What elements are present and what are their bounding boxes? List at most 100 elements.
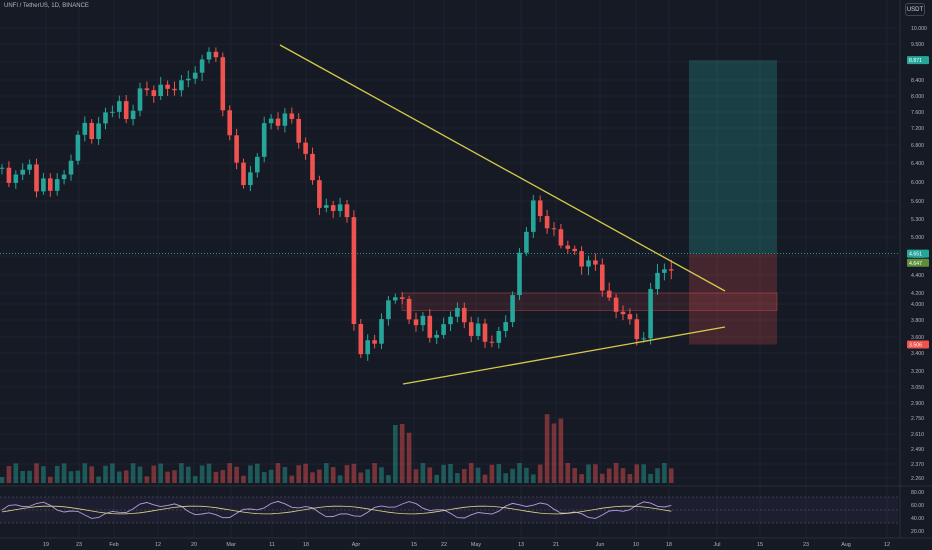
position-zones [0,60,898,345]
candle-body [179,80,184,91]
candle-body [537,200,543,217]
candle-body [75,134,81,161]
volume-bar [303,463,308,483]
candle-body [241,162,246,186]
time-tick-label: 12 [884,542,890,548]
volume-bar [606,468,612,483]
volume-bar [572,468,577,483]
candle-body [482,323,488,342]
candle-body [496,331,502,343]
price-tick-label: 8.400 [911,78,924,84]
symbol-title: UNFI / TetherUS, 1D, BINANCE [4,3,89,9]
candle-body [324,205,329,208]
volume-bar [192,476,198,483]
volume-bar [6,466,12,483]
volume-bar [137,466,143,483]
volume-bar [289,475,295,483]
grid-lines [0,0,898,538]
price-tick-label: 8.000 [911,94,924,100]
price-tag-label: 4.647 [909,261,922,267]
time-tick-label: 15 [757,542,763,548]
volume-bar [89,466,94,483]
candle-body [620,311,626,315]
volume-bar [558,418,564,483]
price-tick-label: 2.370 [911,462,924,468]
candle-body [627,314,633,320]
candle-body [186,78,191,81]
volume-bar [448,464,453,483]
candle-body [365,340,370,355]
candle-body [420,315,426,326]
time-tick-label: 15 [411,542,417,548]
candle-body [648,289,653,339]
volume-bar [517,463,522,483]
volume-bar [123,470,129,483]
candle-body [344,204,350,218]
candle-body [503,322,508,332]
volume-bar [48,476,53,483]
volume-bar [420,463,426,483]
candle-body [227,110,232,136]
volume-bar [434,474,439,483]
price-tag [907,258,929,267]
candle-body [379,319,384,344]
time-tick-label: 19 [43,542,49,548]
candle-body [606,290,612,298]
candle-body [34,164,39,192]
time-tick-label: 12 [155,542,161,548]
price-tick-label: 6.400 [911,161,924,167]
price-tick-label: 4.200 [911,291,924,297]
rsi-signal-line [1,505,672,515]
trendlines [279,44,726,385]
price-tick-label: 3.050 [911,385,924,391]
price-tick-label: 4.400 [911,273,924,279]
candle-body [641,338,646,340]
volume-bar [27,470,32,483]
volume-bar [275,463,281,483]
price-tick-label: 5.300 [911,217,924,223]
candle-body [89,122,94,140]
candle-body [13,174,19,183]
price-tag [907,56,929,65]
volume-bar [324,463,329,483]
candle-body [6,167,12,183]
candle-body [655,272,660,290]
candle-body [427,315,433,338]
candle-body [296,118,301,143]
time-tick-label: 21 [553,542,559,548]
candle-body [551,228,557,230]
volume-bar [20,471,25,483]
volume-bar [489,464,495,483]
currency-button[interactable]: USDT [905,3,925,16]
candle-body [20,169,25,175]
stop-zone [689,253,777,345]
volume-bar [655,468,660,483]
volume-bar [337,475,343,483]
candle-body [448,316,453,325]
candle-body [586,260,591,267]
volume-bar [54,465,60,483]
volume-bar [386,475,391,483]
price-tick-label: 5.000 [911,235,924,241]
candle-body [613,297,619,312]
volume-bar [68,471,74,483]
candle-body [572,248,577,252]
candle-body [351,217,357,324]
candle-body [117,101,122,112]
volume-bar [634,464,640,483]
volume-bar [544,414,550,483]
volume-bars [0,414,674,483]
time-axis: 19 23 Feb 12 20 Mar 11 18 Apr 15 22 May 13 21 Jun 10 18 J… [43,542,890,548]
candle-body [206,51,212,60]
rsi-pane [0,485,932,539]
volume-bar [365,469,370,483]
volume-bar [96,476,101,483]
volume-bar [41,466,46,483]
rsi-tick-label: 20.00 [911,529,924,535]
price-tick-label: 7.600 [911,110,924,116]
volume-bar [613,463,619,483]
volume-bar [144,476,150,483]
volume-bar [372,463,377,483]
time-tick-label: Jul [714,542,721,548]
